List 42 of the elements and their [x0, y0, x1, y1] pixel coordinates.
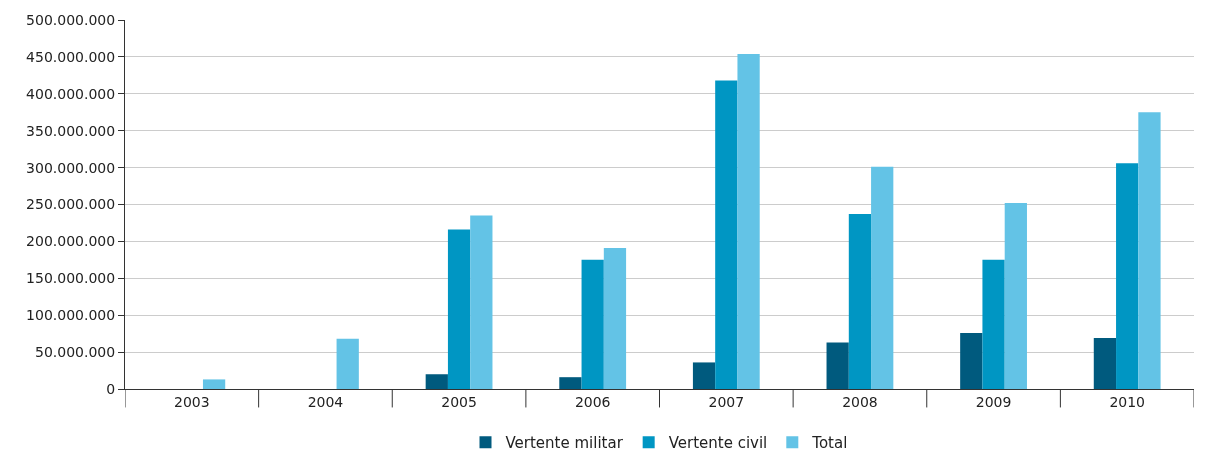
x-tick-label: 2004 — [307, 393, 344, 410]
y-tick-label: 450.000.000 — [26, 48, 116, 65]
x-tick-label: 2005 — [441, 393, 477, 410]
x-tick-label: 2006 — [574, 393, 611, 410]
y-tick-label: 400.000.000 — [26, 85, 116, 102]
x-tick-label: 2007 — [708, 393, 745, 410]
y-tick-label: 300.000.000 — [26, 159, 116, 176]
bar — [1138, 112, 1161, 389]
y-tick-label: 50.000.000 — [35, 344, 116, 360]
bar — [470, 215, 493, 389]
bar — [737, 53, 760, 389]
bar — [692, 362, 716, 389]
x-tick-label: 2008 — [842, 393, 878, 410]
bar — [871, 166, 894, 389]
y-tick-label: 0 — [106, 380, 116, 397]
y-tick-label: 150.000.000 — [26, 270, 116, 287]
legend-label: Vertente militar — [505, 434, 624, 452]
y-tick-label: 250.000.000 — [26, 196, 116, 213]
legend-label: Vertente civil — [668, 434, 768, 452]
y-tick-label: 100.000.000 — [26, 307, 116, 324]
bar — [1004, 203, 1027, 389]
y-tick-label: 200.000.000 — [26, 233, 116, 250]
bar — [447, 229, 471, 389]
bar — [982, 259, 1005, 389]
bar — [826, 342, 849, 389]
y-tick-label: 500.000.000 — [26, 11, 116, 28]
bar — [1116, 163, 1139, 389]
bar — [715, 80, 738, 389]
bar — [603, 248, 627, 389]
bar — [559, 377, 582, 389]
x-tick-label: 2010 — [1109, 393, 1146, 410]
bar — [1093, 338, 1117, 389]
y-tick-label: 350.000.000 — [26, 122, 116, 139]
bar — [848, 214, 872, 389]
x-tick-label: 2009 — [975, 393, 1012, 410]
bar — [425, 374, 448, 389]
bar — [960, 332, 983, 389]
x-tick-label: 2003 — [173, 393, 210, 410]
bar — [581, 259, 604, 389]
legend-label: Total — [811, 434, 848, 452]
bar — [336, 338, 359, 389]
bar — [202, 379, 226, 389]
